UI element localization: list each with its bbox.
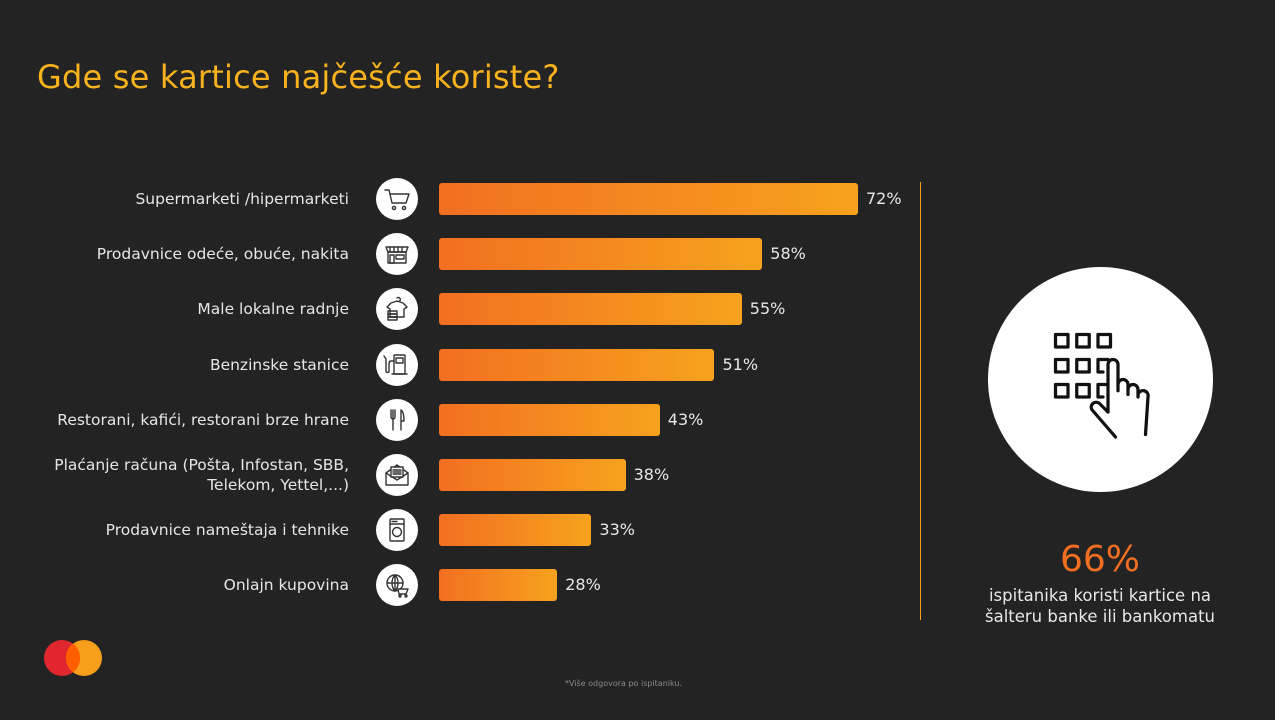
clothing-stack-icon — [376, 288, 418, 331]
shopping-cart-icon — [376, 178, 418, 220]
category-label: Benzinske stanice — [210, 355, 349, 375]
stat-description: ispitanika koristi kartice na šalteru ba… — [955, 585, 1245, 627]
bar-value-label: 72% — [866, 189, 902, 208]
category-label-line: Plaćanje računa (Pošta, Infostan, SBB, — [54, 456, 349, 474]
bar-value-label: 43% — [667, 409, 704, 429]
logo-overlap — [65, 643, 81, 673]
category-label-line: Restorani, kafići, restorani brze hrane — [57, 410, 349, 429]
mastercard-logo — [44, 640, 102, 676]
category-label: Onlajn kupovina — [224, 575, 349, 595]
bar — [439, 293, 742, 326]
bar-value-label: 51% — [722, 354, 759, 374]
category-label: Prodavnice nameštaja i tehnike — [106, 520, 349, 540]
bar-value-label: 38% — [633, 465, 670, 484]
category-label: Plaćanje računa (Pošta, Infostan, SBB, Te… — [54, 455, 349, 495]
bar — [439, 514, 592, 547]
category-label-line: Telekom, Yettel,...) — [207, 476, 349, 494]
category-label-line: Prodavnice odeće, obuće, nakita — [96, 245, 349, 264]
category-label-line: Prodavnice nameštaja i tehnike — [105, 521, 349, 540]
bar — [439, 403, 660, 436]
envelope-bill-icon — [376, 454, 418, 496]
bar — [439, 459, 626, 491]
bar-value-label: 33% — [599, 520, 635, 540]
category-label: Restorani, kafići, restorani brze hrane — [57, 410, 349, 430]
stat-value: 66% — [1059, 539, 1140, 580]
stat-text-line-1: ispitanika koristi kartice na — [988, 586, 1212, 605]
bar-value-label: 58% — [770, 244, 806, 264]
keypad-hand-icon — [988, 267, 1213, 492]
fork-knife-icon — [376, 398, 418, 441]
category-label-line: Benzinske stanice — [209, 355, 349, 374]
bar — [439, 569, 558, 602]
bar — [439, 183, 858, 215]
bar-value-label: 28% — [565, 575, 601, 595]
divider-line — [920, 182, 921, 620]
bar — [439, 238, 763, 271]
category-label-line: Male lokalne radnje — [197, 300, 349, 319]
category-label: Prodavnice odeće, obuće, nakita — [97, 244, 349, 264]
washing-machine-icon — [376, 509, 418, 552]
fuel-pump-icon — [376, 343, 418, 386]
category-label-line: Onlajn kupovina — [223, 576, 349, 595]
category-label: Male lokalne radnje — [197, 299, 349, 319]
globe-cart-icon — [376, 564, 418, 607]
stat-text-line-2: šalteru banke ili bankomatu — [984, 607, 1216, 626]
bar-value-label: 55% — [749, 299, 786, 319]
storefront-icon — [376, 233, 418, 276]
category-label: Supermarketi /hipermarketi — [135, 189, 349, 209]
category-label-line: Supermarketi /hipermarketi — [135, 190, 349, 208]
bar — [439, 348, 715, 381]
footnote: *Više odgovora po ispitaniku. — [565, 679, 682, 688]
page-title: Gde se kartice najčešće koriste? — [37, 58, 560, 96]
